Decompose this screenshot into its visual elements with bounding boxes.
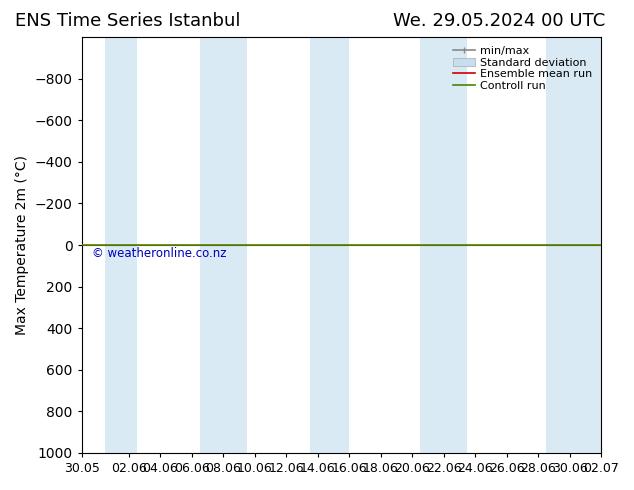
Y-axis label: Max Temperature 2m (°C): Max Temperature 2m (°C): [15, 155, 29, 335]
Bar: [420, 37, 467, 453]
Bar: [105, 37, 137, 453]
Text: ENS Time Series Istanbul: ENS Time Series Istanbul: [15, 12, 241, 30]
Bar: [310, 37, 349, 453]
Text: © weatheronline.co.nz: © weatheronline.co.nz: [92, 247, 226, 260]
Bar: [200, 37, 247, 453]
Legend: min/max, Standard deviation, Ensemble mean run, Controll run: min/max, Standard deviation, Ensemble me…: [450, 43, 595, 94]
Text: We. 29.05.2024 00 UTC: We. 29.05.2024 00 UTC: [393, 12, 605, 30]
Bar: [546, 37, 609, 453]
